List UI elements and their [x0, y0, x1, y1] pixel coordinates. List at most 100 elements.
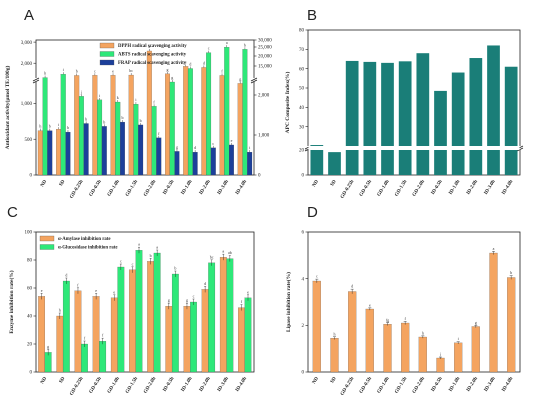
bar	[165, 306, 173, 373]
bar	[312, 280, 321, 373]
bar	[398, 61, 412, 175]
y-tick-label: 2,000	[258, 94, 270, 99]
bar	[147, 261, 155, 373]
significance-label: j	[439, 352, 441, 357]
break-gap-bars	[308, 146, 520, 150]
y-tick-label: 40	[299, 106, 305, 111]
y-tick-label: 50	[299, 87, 305, 92]
bar	[115, 101, 121, 176]
x-tick-label: ID-1.0h	[449, 376, 462, 393]
significance-label: h	[334, 331, 336, 336]
bar	[247, 152, 253, 176]
x-tick-label: GD-1.0h	[107, 376, 121, 394]
panel-label-b: B	[307, 7, 317, 24]
bar	[210, 147, 216, 176]
significance-label: g	[168, 298, 170, 303]
bar	[83, 123, 89, 176]
significance-label: a	[493, 246, 495, 251]
x-tick-label: ID-0.5h	[163, 179, 176, 196]
bar	[47, 130, 53, 176]
significance-label: d	[194, 145, 196, 150]
bar	[192, 152, 198, 176]
panel-label-a: A	[24, 7, 34, 24]
x-tick-label: ID-4.0h	[502, 179, 515, 196]
bar	[156, 137, 162, 176]
bar	[110, 297, 118, 373]
significance-label: e	[112, 68, 114, 73]
y-tick-label: 0	[30, 174, 33, 179]
y-tick-label: 80	[299, 29, 305, 34]
significance-label: b	[67, 125, 69, 130]
x-tick-label: ID-2.0h	[466, 376, 479, 393]
significance-label: f	[404, 316, 406, 321]
bar	[224, 47, 230, 176]
legend-swatch	[99, 59, 115, 66]
y-tick-label: 60	[27, 287, 33, 292]
significance-label: f	[84, 336, 86, 341]
bar	[37, 130, 43, 176]
bar	[65, 131, 71, 176]
y-tick-label: 20	[299, 149, 305, 154]
bar	[81, 343, 88, 373]
significance-label: fg	[386, 317, 389, 322]
bar	[381, 62, 394, 175]
x-tick-label: ID-1.0h	[181, 179, 194, 196]
significance-label: g	[47, 344, 49, 349]
bar	[153, 252, 161, 373]
bar	[183, 306, 191, 373]
y-tick-label: 4	[302, 277, 305, 282]
significance-label: g	[171, 75, 173, 80]
y-axis-label: Enzyme inhibition rate(%)	[8, 270, 15, 333]
bar	[201, 289, 209, 373]
x-tick-label: GD-1.5h	[125, 376, 139, 394]
y-tick-label: 30	[299, 125, 305, 130]
x-tick-label: GD-0.5h	[359, 179, 373, 197]
significance-label: e	[41, 288, 43, 293]
x-tick-label: ID-2.0h	[199, 376, 212, 393]
significance-label: bc	[210, 254, 214, 259]
bar	[469, 58, 483, 175]
panel-label-d: D	[307, 204, 318, 221]
x-tick-label: ID-2.0h	[199, 179, 212, 196]
x-tick-label: GD-0.5h	[89, 179, 103, 197]
x-tick-label: GD-2.0h	[412, 179, 426, 197]
x-tick-label: GD-2.0h	[412, 376, 426, 394]
axis-break	[32, 77, 40, 82]
x-tick-label: SD	[330, 179, 338, 187]
bar	[74, 75, 80, 176]
significance-label: g	[186, 298, 188, 303]
axis-break	[250, 79, 258, 84]
bar	[60, 74, 66, 176]
significance-label: b	[76, 68, 78, 73]
y-tick-label: 2,000	[21, 62, 33, 67]
x-tick-label: ID-3.0h	[217, 179, 230, 196]
bar	[169, 81, 175, 176]
bar	[190, 301, 197, 373]
significance-label: i	[458, 336, 460, 341]
significance-label: c	[94, 68, 96, 73]
x-tick-label: GD-2.0h	[143, 376, 157, 394]
significance-label: f	[221, 68, 223, 73]
significance-label: b	[510, 270, 512, 275]
y-tick-label: 500	[25, 138, 33, 143]
x-tick-label: ID-3.0h	[484, 179, 497, 196]
x-tick-label: ND	[40, 376, 48, 385]
x-tick-label: GD-1.0h	[107, 179, 121, 197]
bar	[206, 52, 212, 176]
bar	[365, 308, 374, 373]
significance-label: b	[140, 118, 142, 123]
significance-label: d	[203, 60, 205, 65]
significance-label: i	[249, 145, 251, 150]
y-tick-label: 80	[27, 259, 33, 264]
legend-swatch	[39, 244, 55, 250]
significance-label: d	[204, 281, 206, 286]
bar	[174, 151, 180, 176]
bar	[42, 77, 48, 176]
x-tick-label: GD-1.5h	[125, 179, 139, 197]
legend-swatch	[99, 51, 115, 57]
bar	[97, 99, 103, 176]
plot-frame	[307, 29, 521, 176]
y-tick-label: 40	[27, 315, 33, 320]
significance-label: f	[77, 282, 79, 287]
